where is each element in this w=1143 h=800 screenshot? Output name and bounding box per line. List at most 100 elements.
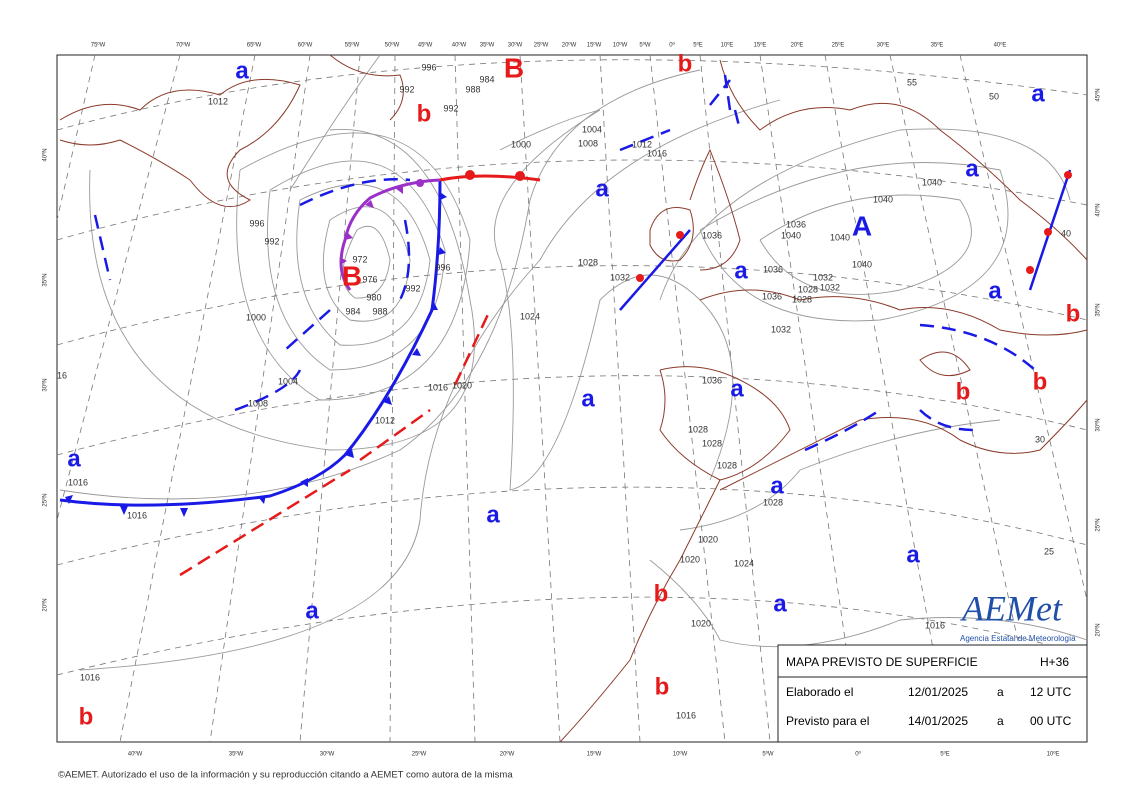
- pressure-center: a: [730, 375, 744, 402]
- pressure-center: a: [235, 57, 249, 84]
- isobar-label: 1036: [763, 264, 783, 274]
- isobar-label: 50: [989, 91, 999, 101]
- pressure-center: b: [678, 50, 693, 77]
- latitude-label: 25ºN: [1095, 518, 1102, 531]
- copyright: ©AEMET. Autorizado el uso de la informac…: [58, 770, 513, 781]
- longitude-label: 5ºW: [639, 42, 651, 49]
- latitude-label: 25ºN: [42, 493, 49, 506]
- pressure-center: a: [988, 277, 1002, 304]
- pressure-center: a: [595, 175, 609, 202]
- isobar-label: 1020: [691, 618, 711, 628]
- isobar-label: 1004: [582, 124, 602, 134]
- longitude-label: 0º: [669, 42, 675, 49]
- isobar-label: 1024: [520, 311, 540, 321]
- isobar-label: 1020: [452, 380, 472, 390]
- latitude-label: 35ºN: [1095, 303, 1102, 316]
- legend-box: [777, 644, 1088, 743]
- isobar-label: 980: [366, 292, 381, 302]
- pressure-center: a: [67, 445, 81, 472]
- isobar-label: 1040: [852, 259, 872, 269]
- latitude-label: 30ºN: [42, 378, 49, 391]
- longitude-label: 25ºE: [832, 42, 845, 49]
- isobar-label: 1028: [717, 460, 737, 470]
- longitude-label: 70ºW: [176, 42, 191, 49]
- pressure-center: b: [655, 673, 670, 700]
- longitude-label: 30ºW: [508, 42, 523, 49]
- pressure-center: a: [581, 385, 595, 412]
- latitude-label: 45ºN: [1095, 88, 1102, 101]
- isobar-label: 996: [421, 62, 436, 72]
- isobar-label: 1016: [647, 148, 667, 158]
- isobar-label: 1032: [610, 272, 630, 282]
- longitude-label: 5ºE: [693, 42, 703, 49]
- longitude-label: 55ºW: [345, 42, 360, 49]
- isobar-label: 1016: [428, 382, 448, 392]
- legend-cell: 14/01/2025: [908, 714, 968, 728]
- isobar-label: 1028: [702, 438, 722, 448]
- longitude-label: 10ºW: [613, 42, 628, 49]
- longitude-label: 20ºW: [500, 751, 515, 758]
- logo-subtitle: Agencia Estatal de Meteorología: [960, 634, 1076, 643]
- longitude-label: 5ºW: [762, 751, 774, 758]
- longitude-label: 35ºE: [931, 42, 944, 49]
- isobar-label: 16: [57, 370, 67, 380]
- isobar-label: 1000: [246, 312, 266, 322]
- isobar-label: 1008: [578, 138, 598, 148]
- isobar-label: 988: [465, 84, 480, 94]
- pressure-center: b: [956, 378, 971, 405]
- pressure-center: b: [1033, 368, 1048, 395]
- isobar-label: 972: [352, 254, 367, 264]
- isobar-label: 1032: [820, 282, 840, 292]
- latitude-label: 35ºN: [42, 273, 49, 286]
- longitude-label: 45ºW: [418, 42, 433, 49]
- isobar-label: 1040: [922, 177, 942, 187]
- longitude-label: 15ºE: [754, 42, 767, 49]
- isobar-label: 992: [399, 84, 414, 94]
- pressure-center: B: [504, 52, 524, 83]
- longitude-label: 30ºW: [320, 751, 335, 758]
- longitude-label: 60ºW: [298, 42, 313, 49]
- isobar-label: 1028: [798, 284, 818, 294]
- isobar-label: 976: [362, 274, 377, 284]
- longitude-label: 40ºW: [128, 751, 143, 758]
- longitude-label: 20ºW: [562, 42, 577, 49]
- graticule: [56, 54, 1088, 743]
- isobars: [59, 54, 1088, 671]
- legend-cell: 12 UTC: [1030, 685, 1072, 699]
- isobar-label: 1012: [208, 96, 228, 106]
- longitude-label: 15ºW: [587, 751, 602, 758]
- pressure-center: b: [79, 703, 94, 730]
- isobar-label: 1012: [375, 415, 395, 425]
- longitude-label: 25ºW: [412, 751, 427, 758]
- isobar-label: 1028: [578, 257, 598, 267]
- isobar-label: 1016: [676, 710, 696, 720]
- pressure-center: b: [1066, 300, 1081, 327]
- legend-cell: a: [997, 685, 1004, 699]
- isobar-label: 984: [345, 306, 360, 316]
- longitude-label: 40ºE: [994, 42, 1007, 49]
- pressure-center: a: [305, 597, 319, 624]
- longitude-label: 30ºE: [877, 42, 890, 49]
- isobar-label: 55: [907, 77, 917, 87]
- pressure-center: A: [852, 210, 872, 241]
- isobar-label: 1004: [278, 376, 298, 386]
- isobar-label: 984: [479, 74, 494, 84]
- isobar-label: 1012: [632, 139, 652, 149]
- pressure-center: a: [965, 155, 979, 182]
- latitude-label: 40ºN: [1095, 203, 1102, 216]
- longitude-label: 50ºW: [385, 42, 400, 49]
- legend-cell: 12/01/2025: [908, 685, 968, 699]
- isobar-label: 1008: [248, 398, 268, 408]
- isobar-label: 1032: [813, 272, 833, 282]
- pressure-center: b: [417, 100, 432, 127]
- isobar-label: 1036: [702, 375, 722, 385]
- isobar-label: 1028: [792, 294, 812, 304]
- isobar-label: 1028: [763, 497, 783, 507]
- isobar-label: 996: [249, 218, 264, 228]
- isobar-label: 1016: [80, 672, 100, 682]
- legend-step: H+36: [1040, 655, 1069, 669]
- longitude-label: 10ºE: [721, 42, 734, 49]
- isobar-label: 30: [1035, 434, 1045, 444]
- isobar-label: 996: [435, 262, 450, 272]
- pressure-center: a: [770, 472, 784, 499]
